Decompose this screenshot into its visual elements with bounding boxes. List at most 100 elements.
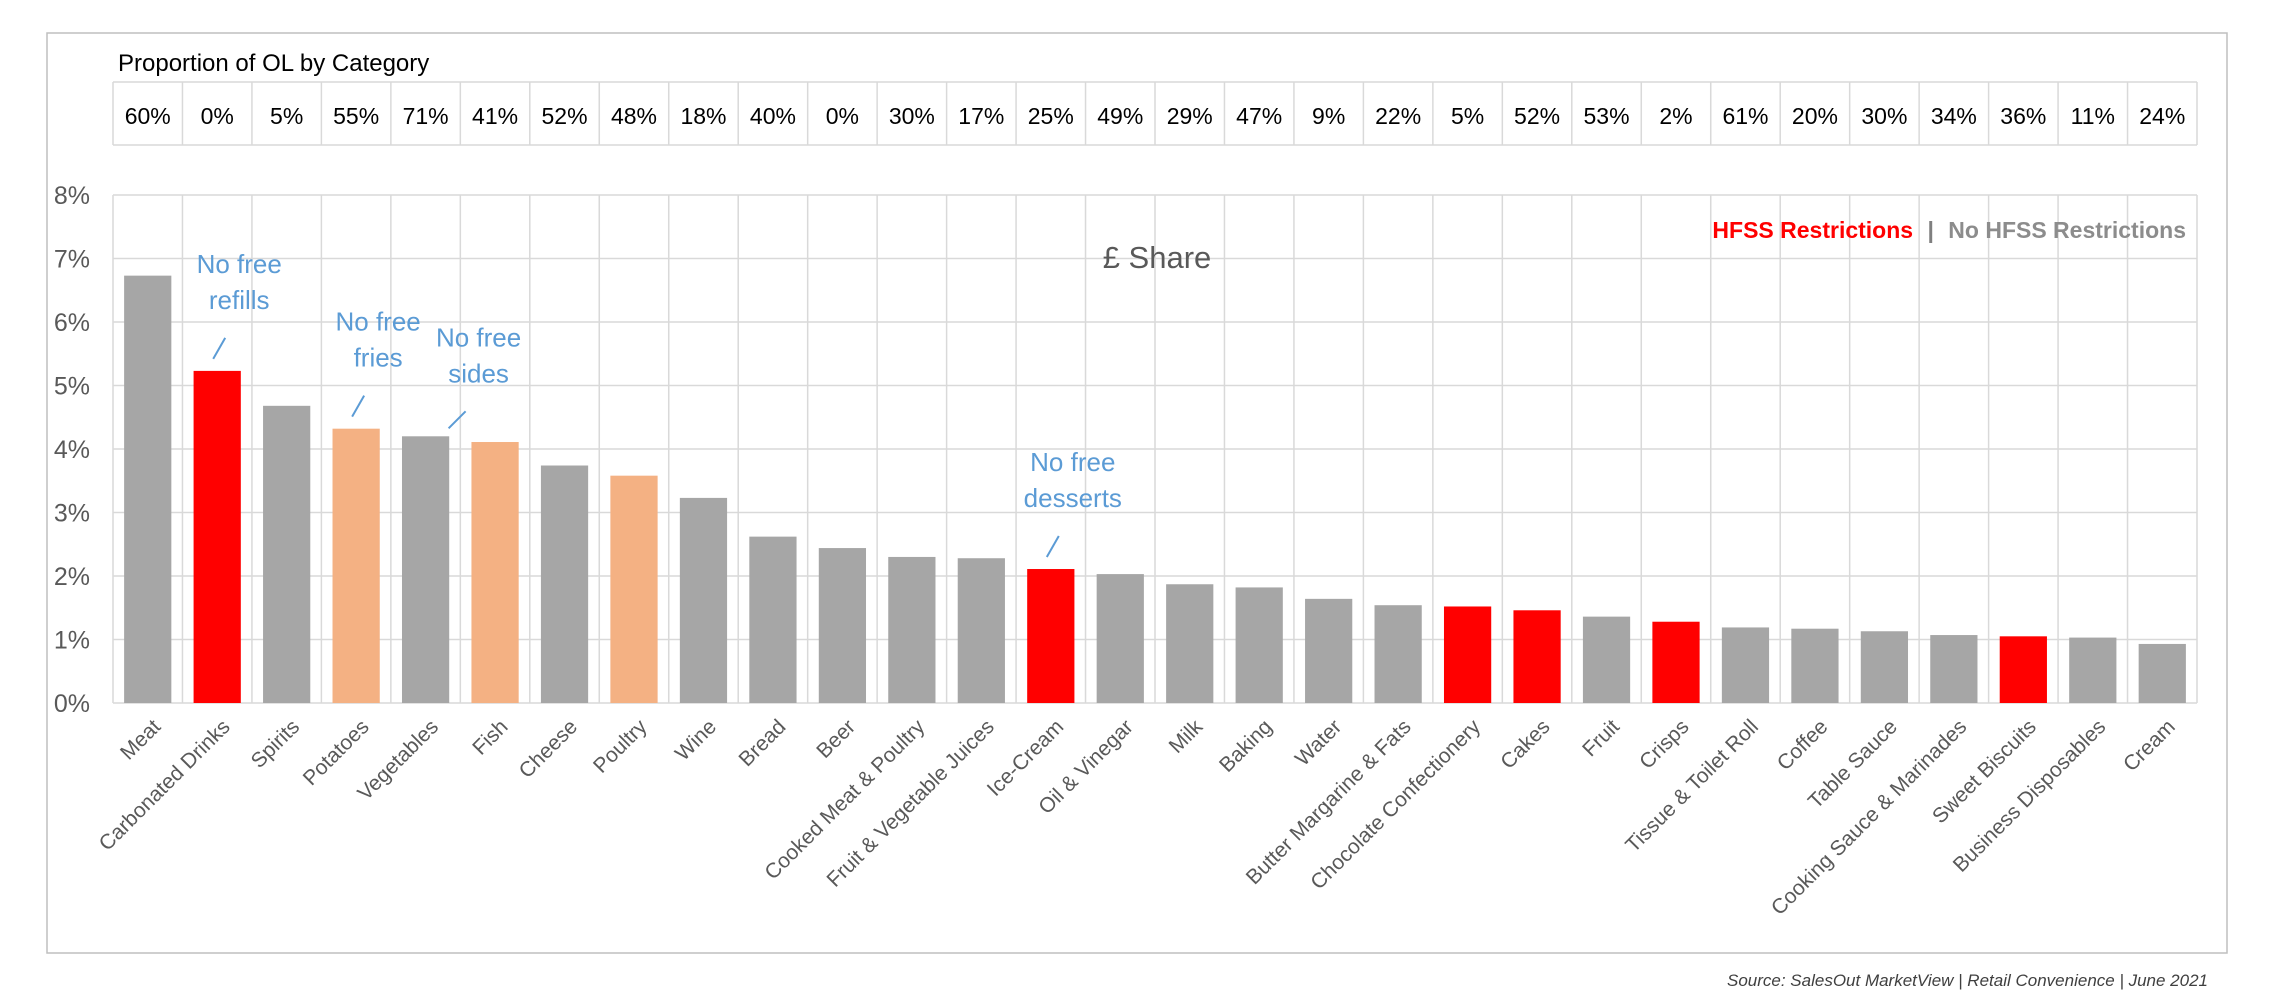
ol-value-cell: 24%: [2139, 103, 2185, 129]
y-tick-label: 5%: [54, 373, 90, 401]
ol-value-cell: 47%: [1236, 103, 1282, 129]
bar-oil-vinegar: [1096, 574, 1144, 703]
ol-value-cell: 5%: [270, 103, 303, 129]
x-tick-label: Beer: [812, 715, 860, 763]
x-tick-label: Tissue & Toilet Roll: [1621, 715, 1763, 857]
legend-separator: |: [1927, 217, 1933, 243]
ol-value-cell: 41%: [472, 103, 518, 129]
x-tick-label: Water: [1291, 715, 1346, 770]
bar-cream: [2138, 643, 2186, 703]
bar-baking: [1235, 587, 1283, 703]
bar-coffee: [1791, 628, 1839, 703]
annotation-pointer: [351, 395, 366, 418]
annotation-pointer: [212, 337, 227, 360]
legend-no-hfss: No HFSS Restrictions: [1948, 217, 2186, 243]
x-tick-label: Wine: [671, 715, 721, 765]
x-tick-label: Poultry: [589, 715, 652, 778]
bar-carbonated-drinks: [193, 370, 241, 703]
ol-table-title: Proportion of OL by Category: [118, 50, 429, 77]
ol-value-cell: 22%: [1375, 103, 1421, 129]
bar-ice-cream: [1027, 569, 1075, 703]
bar-butter-margarine-fats: [1374, 605, 1422, 703]
chart-title: £ Share: [1103, 240, 1212, 275]
y-tick-label: 4%: [54, 436, 90, 464]
y-tick-label: 1%: [54, 627, 90, 655]
bar-chocolate-confectionery: [1443, 606, 1492, 703]
annotation-pointer: [1045, 535, 1060, 558]
bar-vegetables: [401, 436, 450, 703]
ol-value-cell: 71%: [403, 103, 449, 129]
x-tick-label: Baking: [1215, 715, 1277, 777]
bar-crisps: [1652, 621, 1700, 703]
y-tick-label: 8%: [54, 182, 90, 210]
ol-value-cell: 36%: [2000, 103, 2046, 129]
x-tick-label: Fruit: [1578, 715, 1624, 761]
annotation-text: No free: [336, 307, 421, 337]
ol-value-cell: 60%: [125, 103, 171, 129]
annotation-pointer: [447, 410, 467, 430]
x-tick-label: Carbonated Drinks: [95, 715, 235, 855]
ol-value-cell: 53%: [1584, 103, 1630, 129]
x-tick-label: Milk: [1165, 715, 1208, 758]
bar-tissue-toilet-roll: [1721, 627, 1770, 703]
ol-value-cell: 17%: [958, 103, 1004, 129]
x-tick-label: Crisps: [1635, 715, 1693, 773]
annotation-text: No free: [197, 249, 282, 279]
chart-legend: HFSS Restrictions | No HFSS Restrictions: [1712, 217, 2186, 243]
ol-value-cell: 18%: [680, 103, 726, 129]
x-tick-label: Cheese: [515, 715, 582, 782]
bar-wine: [679, 497, 728, 703]
ol-value-cell: 55%: [333, 103, 379, 129]
y-tick-label: 6%: [54, 309, 90, 337]
bar-cooking-sauce-marinades: [1930, 635, 1978, 703]
ol-value-cell: 25%: [1028, 103, 1074, 129]
ol-value-cell: 49%: [1097, 103, 1143, 129]
bar-cooked-meat-poultry: [888, 556, 936, 703]
annotation-text: sides: [448, 358, 509, 388]
x-tick-label: Coffee: [1773, 715, 1833, 775]
ol-value-cell: 48%: [611, 103, 657, 129]
ol-value-cell: 34%: [1931, 103, 1977, 129]
x-tick-label: Bread: [735, 715, 791, 771]
ol-value-cell: 9%: [1312, 103, 1345, 129]
bar-fruit-vegetable-juices: [957, 558, 1005, 703]
ol-value-cell: 61%: [1722, 103, 1768, 129]
bar-beer: [818, 548, 867, 703]
ol-value-cell: 5%: [1451, 103, 1484, 129]
annotation-text: No free: [1030, 447, 1115, 477]
y-tick-label: 2%: [54, 563, 90, 591]
ol-value-cell: 20%: [1792, 103, 1838, 129]
ol-value-cell: 0%: [201, 103, 234, 129]
x-tick-label: Meat: [116, 715, 165, 764]
ol-value-cell: 29%: [1167, 103, 1213, 129]
ol-value-cell: 0%: [826, 103, 859, 129]
bar-bread: [749, 536, 797, 703]
source-note: Source: SalesOut MarketView | Retail Con…: [1727, 971, 2208, 990]
bar-potatoes: [332, 428, 380, 703]
y-tick-label: 0%: [54, 690, 90, 718]
bar-sweet-biscuits: [1999, 636, 2047, 703]
bar-business-disposables: [2069, 637, 2117, 703]
bar-milk: [1166, 584, 1214, 703]
ol-value-cell: 2%: [1659, 103, 1692, 129]
ol-value-cell: 11%: [2071, 103, 2115, 129]
bar-water: [1305, 598, 1353, 703]
annotation-text: desserts: [1024, 483, 1122, 513]
annotation-text: No free: [436, 322, 521, 352]
bar-fruit: [1582, 616, 1631, 703]
bar-cheese: [540, 465, 589, 703]
x-tick-label: Cream: [2119, 715, 2180, 776]
bar-fish: [471, 442, 519, 703]
bar-table-sauce: [1860, 631, 1909, 703]
x-tick-label: Cakes: [1496, 715, 1554, 773]
y-tick-label: 7%: [54, 246, 90, 274]
ol-value-cell: 40%: [750, 103, 796, 129]
chart-border: [46, 32, 2228, 954]
ol-value-cell: 52%: [1514, 103, 1560, 129]
bar-spirits: [263, 405, 311, 703]
bar-cakes: [1513, 610, 1561, 703]
x-tick-label: Fish: [468, 715, 512, 759]
annotation-text: fries: [354, 343, 403, 373]
x-tick-label: Spirits: [247, 715, 305, 773]
